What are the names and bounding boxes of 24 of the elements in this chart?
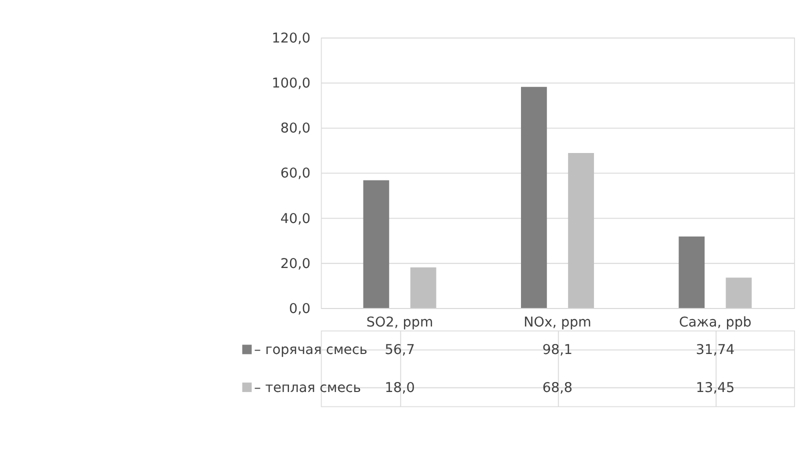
- data-label: 68,8: [542, 380, 573, 396]
- legend-label: – теплая смесь: [254, 380, 361, 396]
- y-tick-label: 20,0: [280, 256, 311, 272]
- bar: [678, 236, 705, 308]
- y-tick-label: 60,0: [280, 166, 311, 182]
- legend-label: – горячая смесь: [254, 342, 368, 358]
- y-tick-label: 40,0: [280, 210, 311, 227]
- data-label: 18,0: [384, 380, 415, 396]
- data-label: 13,45: [696, 380, 735, 396]
- bar: [363, 180, 390, 308]
- y-tick-label: 0,0: [289, 300, 311, 317]
- x-tick-label: Сажа, ppb: [678, 314, 752, 330]
- bar: [726, 278, 752, 308]
- y-tick-label: 80,0: [280, 120, 311, 137]
- y-tick-label: 100,0: [272, 76, 311, 92]
- x-tick-label: SO2, ppm: [366, 314, 434, 330]
- bar: [568, 152, 594, 308]
- data-label: 31,74: [696, 342, 735, 358]
- bar: [410, 267, 436, 308]
- x-tick-label: NOx, ppm: [524, 314, 592, 330]
- data-label: 98,1: [542, 342, 573, 358]
- data-label: 56,7: [384, 342, 415, 358]
- bar: [520, 86, 547, 308]
- y-tick-label: 120,0: [272, 30, 311, 47]
